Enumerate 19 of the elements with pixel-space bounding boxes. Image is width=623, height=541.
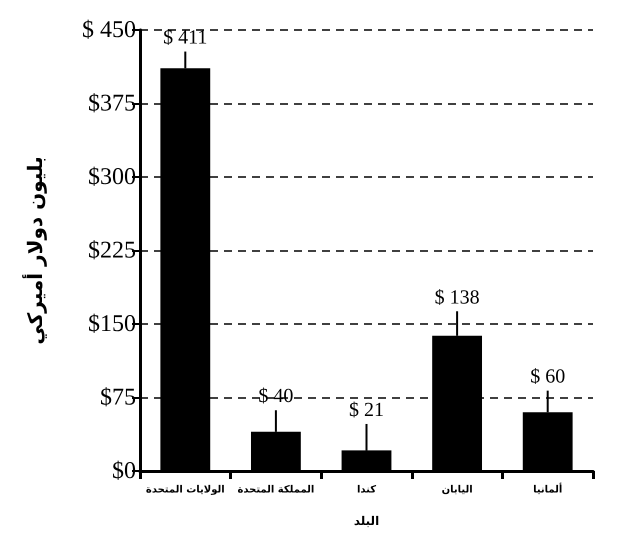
x-tick-label: ألمانيا bbox=[533, 482, 562, 496]
data-label: $ 40 bbox=[258, 385, 294, 408]
data-label: $ 138 bbox=[434, 286, 480, 308]
data-label: $ 21 bbox=[349, 398, 384, 421]
y-tick-label: $ 450 bbox=[82, 17, 136, 43]
x-tick-label: الولايات المتحدة bbox=[146, 484, 225, 496]
data-label: $ 60 bbox=[530, 366, 566, 388]
x-tick-label: كندا bbox=[356, 484, 376, 496]
data-label: $ 411 bbox=[163, 26, 208, 49]
y-tick-label: $150 bbox=[88, 311, 136, 337]
y-tick-label: $0 bbox=[112, 458, 136, 484]
y-axis-title: بليون دولار أميركي bbox=[22, 156, 47, 345]
x-tick-label: المملكة المتحدة bbox=[237, 484, 314, 496]
y-tick-label: $75 bbox=[100, 384, 136, 410]
y-tick-label: $375 bbox=[88, 90, 136, 116]
y-tick-label: $225 bbox=[88, 238, 136, 264]
x-axis-title: البلد bbox=[354, 514, 380, 528]
y-tick-label: $300 bbox=[88, 164, 136, 190]
x-tick-label: اليابان bbox=[442, 484, 473, 496]
